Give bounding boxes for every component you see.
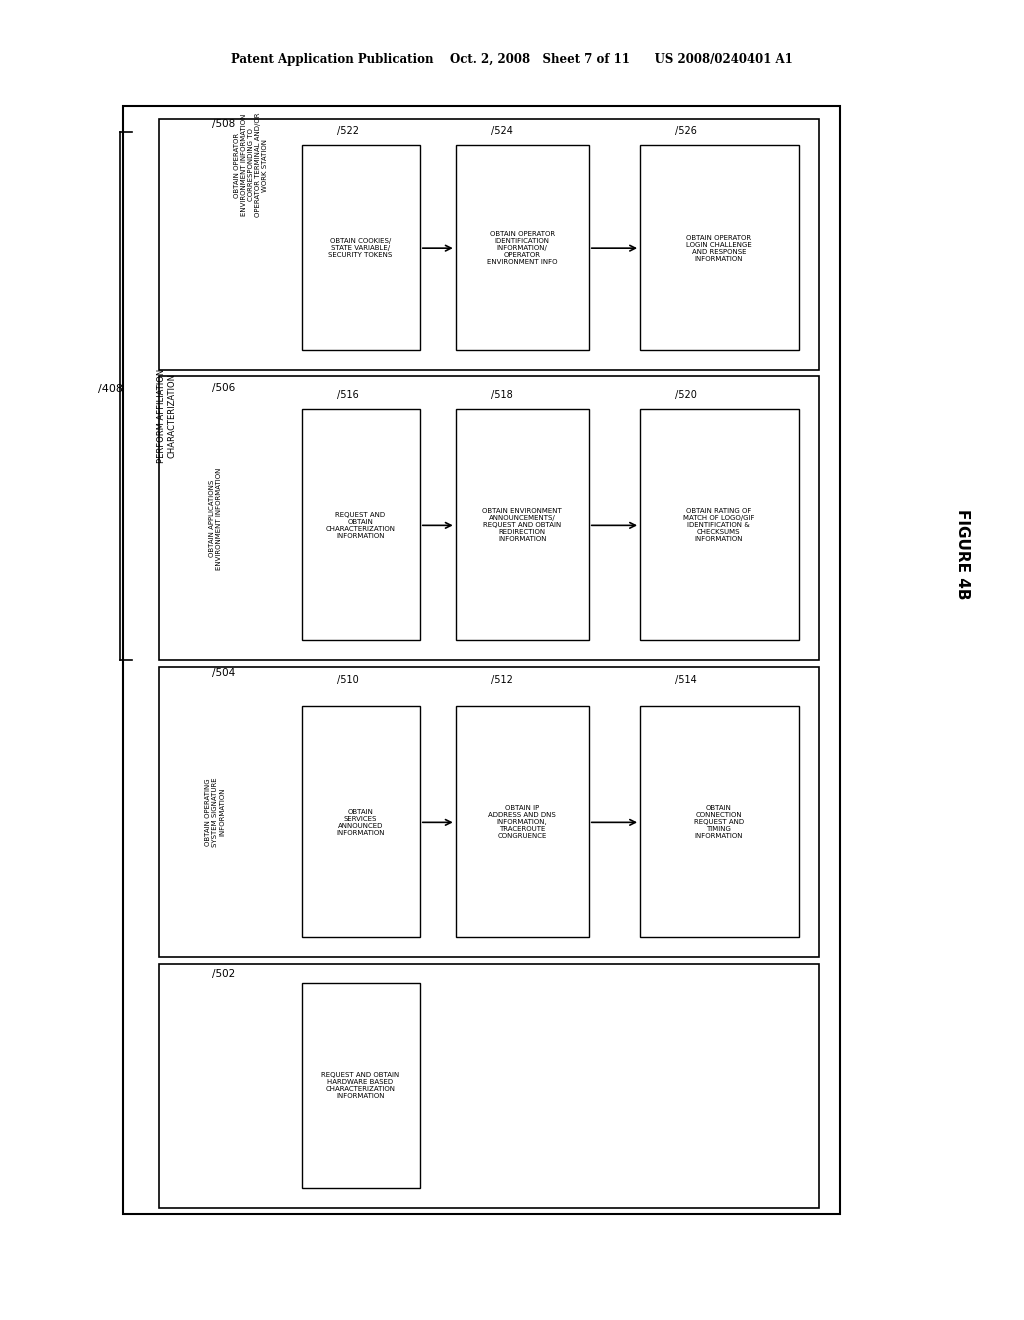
Bar [159,964,819,1208]
Text: OBTAIN
SERVICES
ANNOUNCED
INFORMATION: OBTAIN SERVICES ANNOUNCED INFORMATION [336,809,385,836]
Bar [640,145,799,350]
Text: /514: /514 [675,675,697,685]
Text: REQUEST AND OBTAIN
HARDWARE BASED
CHARACTERIZATION
INFORMATION: REQUEST AND OBTAIN HARDWARE BASED CHARAC… [322,1072,399,1098]
Bar [302,983,420,1188]
Text: FIGURE 4B: FIGURE 4B [955,510,970,599]
Text: /518: /518 [490,389,513,400]
Bar [159,667,819,957]
Text: /504: /504 [212,668,234,678]
Text: /512: /512 [490,675,513,685]
Bar [640,706,799,937]
Bar [123,106,840,1214]
Text: /522: /522 [337,125,359,136]
Text: OBTAIN OPERATING
SYSTEM SIGNATURE
INFORMATION: OBTAIN OPERATING SYSTEM SIGNATURE INFORM… [205,777,225,846]
Text: /520: /520 [675,389,697,400]
Text: OBTAIN ENVIRONMENT
ANNOUNCEMENTS/
REQUEST AND OBTAIN
REDIRECTION
INFORMATION: OBTAIN ENVIRONMENT ANNOUNCEMENTS/ REQUES… [482,508,562,543]
Bar [456,409,589,640]
Text: PERFORM AFFILIATION
CHARACTERIZATION: PERFORM AFFILIATION CHARACTERIZATION [158,368,176,463]
Text: OBTAIN OPERATOR
IDENTIFICATION
INFORMATION/
OPERATOR
ENVIRONMENT INFO: OBTAIN OPERATOR IDENTIFICATION INFORMATI… [487,231,557,265]
Text: /524: /524 [490,125,513,136]
Text: OBTAIN OPERATOR
ENVIRONMENT INFORMATION
CORRESPONDING TO
OPERATOR TERMINAL AND/O: OBTAIN OPERATOR ENVIRONMENT INFORMATION … [233,112,268,218]
Text: /506: /506 [212,383,234,393]
Bar [159,119,819,370]
Text: OBTAIN IP
ADDRESS AND DNS
INFORMATION,
TRACEROUTE
CONGRUENCE: OBTAIN IP ADDRESS AND DNS INFORMATION, T… [488,805,556,840]
Bar [302,706,420,937]
Text: /508: /508 [212,119,234,129]
Bar [159,376,819,660]
Text: /502: /502 [212,969,234,979]
Bar [456,706,589,937]
Bar [640,409,799,640]
Text: /408: /408 [98,384,123,395]
Text: OBTAIN OPERATOR
LOGIN CHALLENGE
AND RESPONSE
INFORMATION: OBTAIN OPERATOR LOGIN CHALLENGE AND RESP… [686,235,752,261]
Text: OBTAIN
CONNECTION
REQUEST AND
TIMING
INFORMATION: OBTAIN CONNECTION REQUEST AND TIMING INF… [694,805,743,840]
Text: Patent Application Publication    Oct. 2, 2008   Sheet 7 of 11      US 2008/0240: Patent Application Publication Oct. 2, 2… [231,53,793,66]
Text: /510: /510 [337,675,359,685]
Bar [302,145,420,350]
Text: OBTAIN APPLICATIONS
ENVIRONMENT INFORMATION: OBTAIN APPLICATIONS ENVIRONMENT INFORMAT… [209,467,221,570]
Text: OBTAIN RATING OF
MATCH OF LOGO/GIF
IDENTIFICATION &
CHECKSUMS
INFORMATION: OBTAIN RATING OF MATCH OF LOGO/GIF IDENT… [683,508,755,543]
Bar [456,145,589,350]
Text: REQUEST AND
OBTAIN
CHARACTERIZATION
INFORMATION: REQUEST AND OBTAIN CHARACTERIZATION INFO… [326,512,395,539]
Text: /516: /516 [337,389,359,400]
Bar [302,409,420,640]
Text: OBTAIN COOKIES/
STATE VARIABLE/
SECURITY TOKENS: OBTAIN COOKIES/ STATE VARIABLE/ SECURITY… [329,238,392,259]
Text: /526: /526 [675,125,697,136]
